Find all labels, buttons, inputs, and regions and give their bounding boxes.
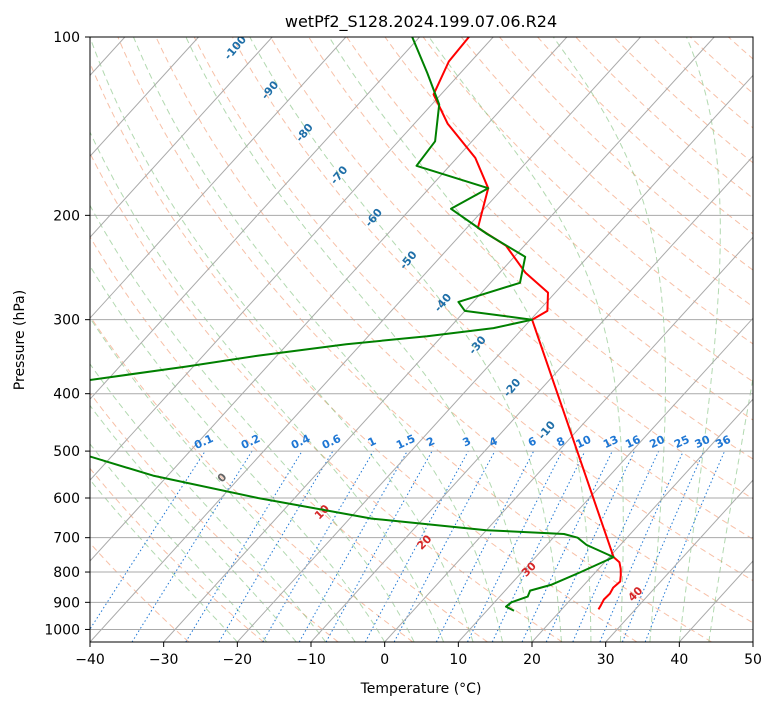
isotherm bbox=[90, 37, 273, 238]
moist-adiabat bbox=[428, 37, 624, 642]
x-tick-label: −30 bbox=[149, 652, 179, 668]
mixing-ratio-label: 30 bbox=[693, 433, 713, 451]
y-tick-label: 1000 bbox=[44, 622, 80, 638]
y-tick-label: 500 bbox=[53, 444, 80, 460]
x-tick-label: −20 bbox=[223, 652, 253, 668]
dry-adiabat bbox=[308, 37, 753, 460]
isotherm bbox=[90, 37, 568, 562]
dry-adiabat bbox=[90, 235, 488, 642]
isotherm bbox=[90, 37, 199, 158]
y-axis: 100 200 300 400 500 600 700 800 900 1000 bbox=[44, 30, 90, 638]
isotherm bbox=[310, 155, 753, 642]
y-axis-title: Pressure (hPa) bbox=[12, 290, 28, 390]
x-axis-title: Temperature (°C) bbox=[360, 681, 482, 697]
mixing-ratio-label: 20 bbox=[647, 433, 667, 451]
temperature-profile bbox=[432, 37, 622, 610]
moist-adiabat bbox=[708, 375, 753, 642]
y-tick-label: 100 bbox=[53, 30, 80, 46]
moist-adiabat bbox=[328, 37, 592, 642]
moist-adiabat bbox=[249, 37, 562, 642]
mixing-ratio-line bbox=[572, 450, 660, 642]
x-tick-label: 20 bbox=[523, 652, 541, 668]
y-tick-label: 900 bbox=[53, 595, 80, 611]
moist-adiabat bbox=[678, 37, 721, 642]
mixing-ratio-line bbox=[90, 450, 206, 631]
mixing-ratio-line bbox=[621, 450, 705, 642]
moist-adiabat bbox=[185, 37, 533, 642]
sounding-profiles bbox=[90, 37, 622, 612]
y-tick-label: 400 bbox=[53, 387, 80, 403]
y-tick-label: 300 bbox=[53, 313, 80, 329]
dewpoint-profile bbox=[90, 37, 615, 612]
dry-adiabat bbox=[193, 37, 753, 582]
y-tick-label: 600 bbox=[53, 491, 80, 507]
x-tick-label: −40 bbox=[75, 652, 105, 668]
dry-adiabat bbox=[155, 37, 753, 624]
dry-adiabat bbox=[90, 392, 339, 642]
mixing-ratio-line bbox=[185, 450, 303, 642]
x-tick-label: 30 bbox=[597, 652, 615, 668]
x-tick-label: −10 bbox=[296, 652, 326, 668]
y-tick-label: 800 bbox=[53, 565, 80, 581]
plot-frame bbox=[89, 36, 754, 643]
isotherm bbox=[531, 398, 753, 642]
mixing-ratio-line bbox=[435, 450, 535, 642]
mixing-ratio-line bbox=[298, 450, 408, 642]
x-tick-label: 40 bbox=[670, 652, 688, 668]
moist-adiabat bbox=[90, 130, 445, 642]
isotherm bbox=[236, 74, 753, 642]
moist-adiabat bbox=[90, 37, 474, 642]
isotherm bbox=[384, 236, 753, 642]
mixing-ratio-label: 25 bbox=[672, 433, 691, 451]
dry-adiabat bbox=[346, 37, 753, 421]
mixing-ratio-label: 13 bbox=[601, 433, 620, 451]
moist-adiabat bbox=[552, 37, 666, 642]
mixing-ratio-label: 10 bbox=[574, 433, 594, 451]
mixing-ratio-label: 16 bbox=[623, 433, 643, 451]
mixing-ratio-line bbox=[599, 450, 684, 642]
mixing-ratio-line bbox=[131, 450, 253, 642]
y-tick-label: 700 bbox=[53, 531, 80, 547]
dry-adiabat bbox=[90, 152, 563, 642]
moist-adiabat bbox=[90, 317, 356, 642]
mixing-ratio-line bbox=[364, 450, 469, 642]
grid-lines bbox=[90, 37, 753, 642]
y-tick-label: 200 bbox=[53, 208, 80, 224]
isotherm bbox=[90, 37, 347, 319]
isotherm bbox=[90, 37, 494, 481]
x-tick-label: 50 bbox=[744, 652, 762, 668]
x-tick-label: 10 bbox=[449, 652, 467, 668]
mixing-ratio-label: 36 bbox=[713, 433, 733, 451]
mixing-ratio-line bbox=[325, 450, 433, 642]
mixing-ratio-line bbox=[393, 450, 496, 642]
isotherm bbox=[457, 317, 753, 642]
mixing-ratio-line bbox=[467, 450, 563, 642]
isotherm bbox=[90, 37, 420, 400]
isotherm bbox=[605, 479, 753, 642]
moist-adiabat bbox=[90, 265, 386, 642]
isotherm bbox=[90, 37, 641, 642]
chart-title: wetPf2_S128.2024.199.07.06.R24 bbox=[285, 12, 557, 32]
dry-adiabat bbox=[270, 37, 753, 500]
moist-adiabat bbox=[90, 404, 297, 642]
moist-adiabat bbox=[133, 37, 503, 642]
x-tick-label: 0 bbox=[380, 652, 389, 668]
x-axis: −40 −30 −20 −10 0 10 20 30 40 50 bbox=[75, 642, 762, 668]
moist-adiabat bbox=[90, 363, 327, 642]
isotherm bbox=[163, 37, 715, 642]
dry-adiabat bbox=[90, 467, 264, 642]
dry-adiabat bbox=[90, 542, 190, 642]
